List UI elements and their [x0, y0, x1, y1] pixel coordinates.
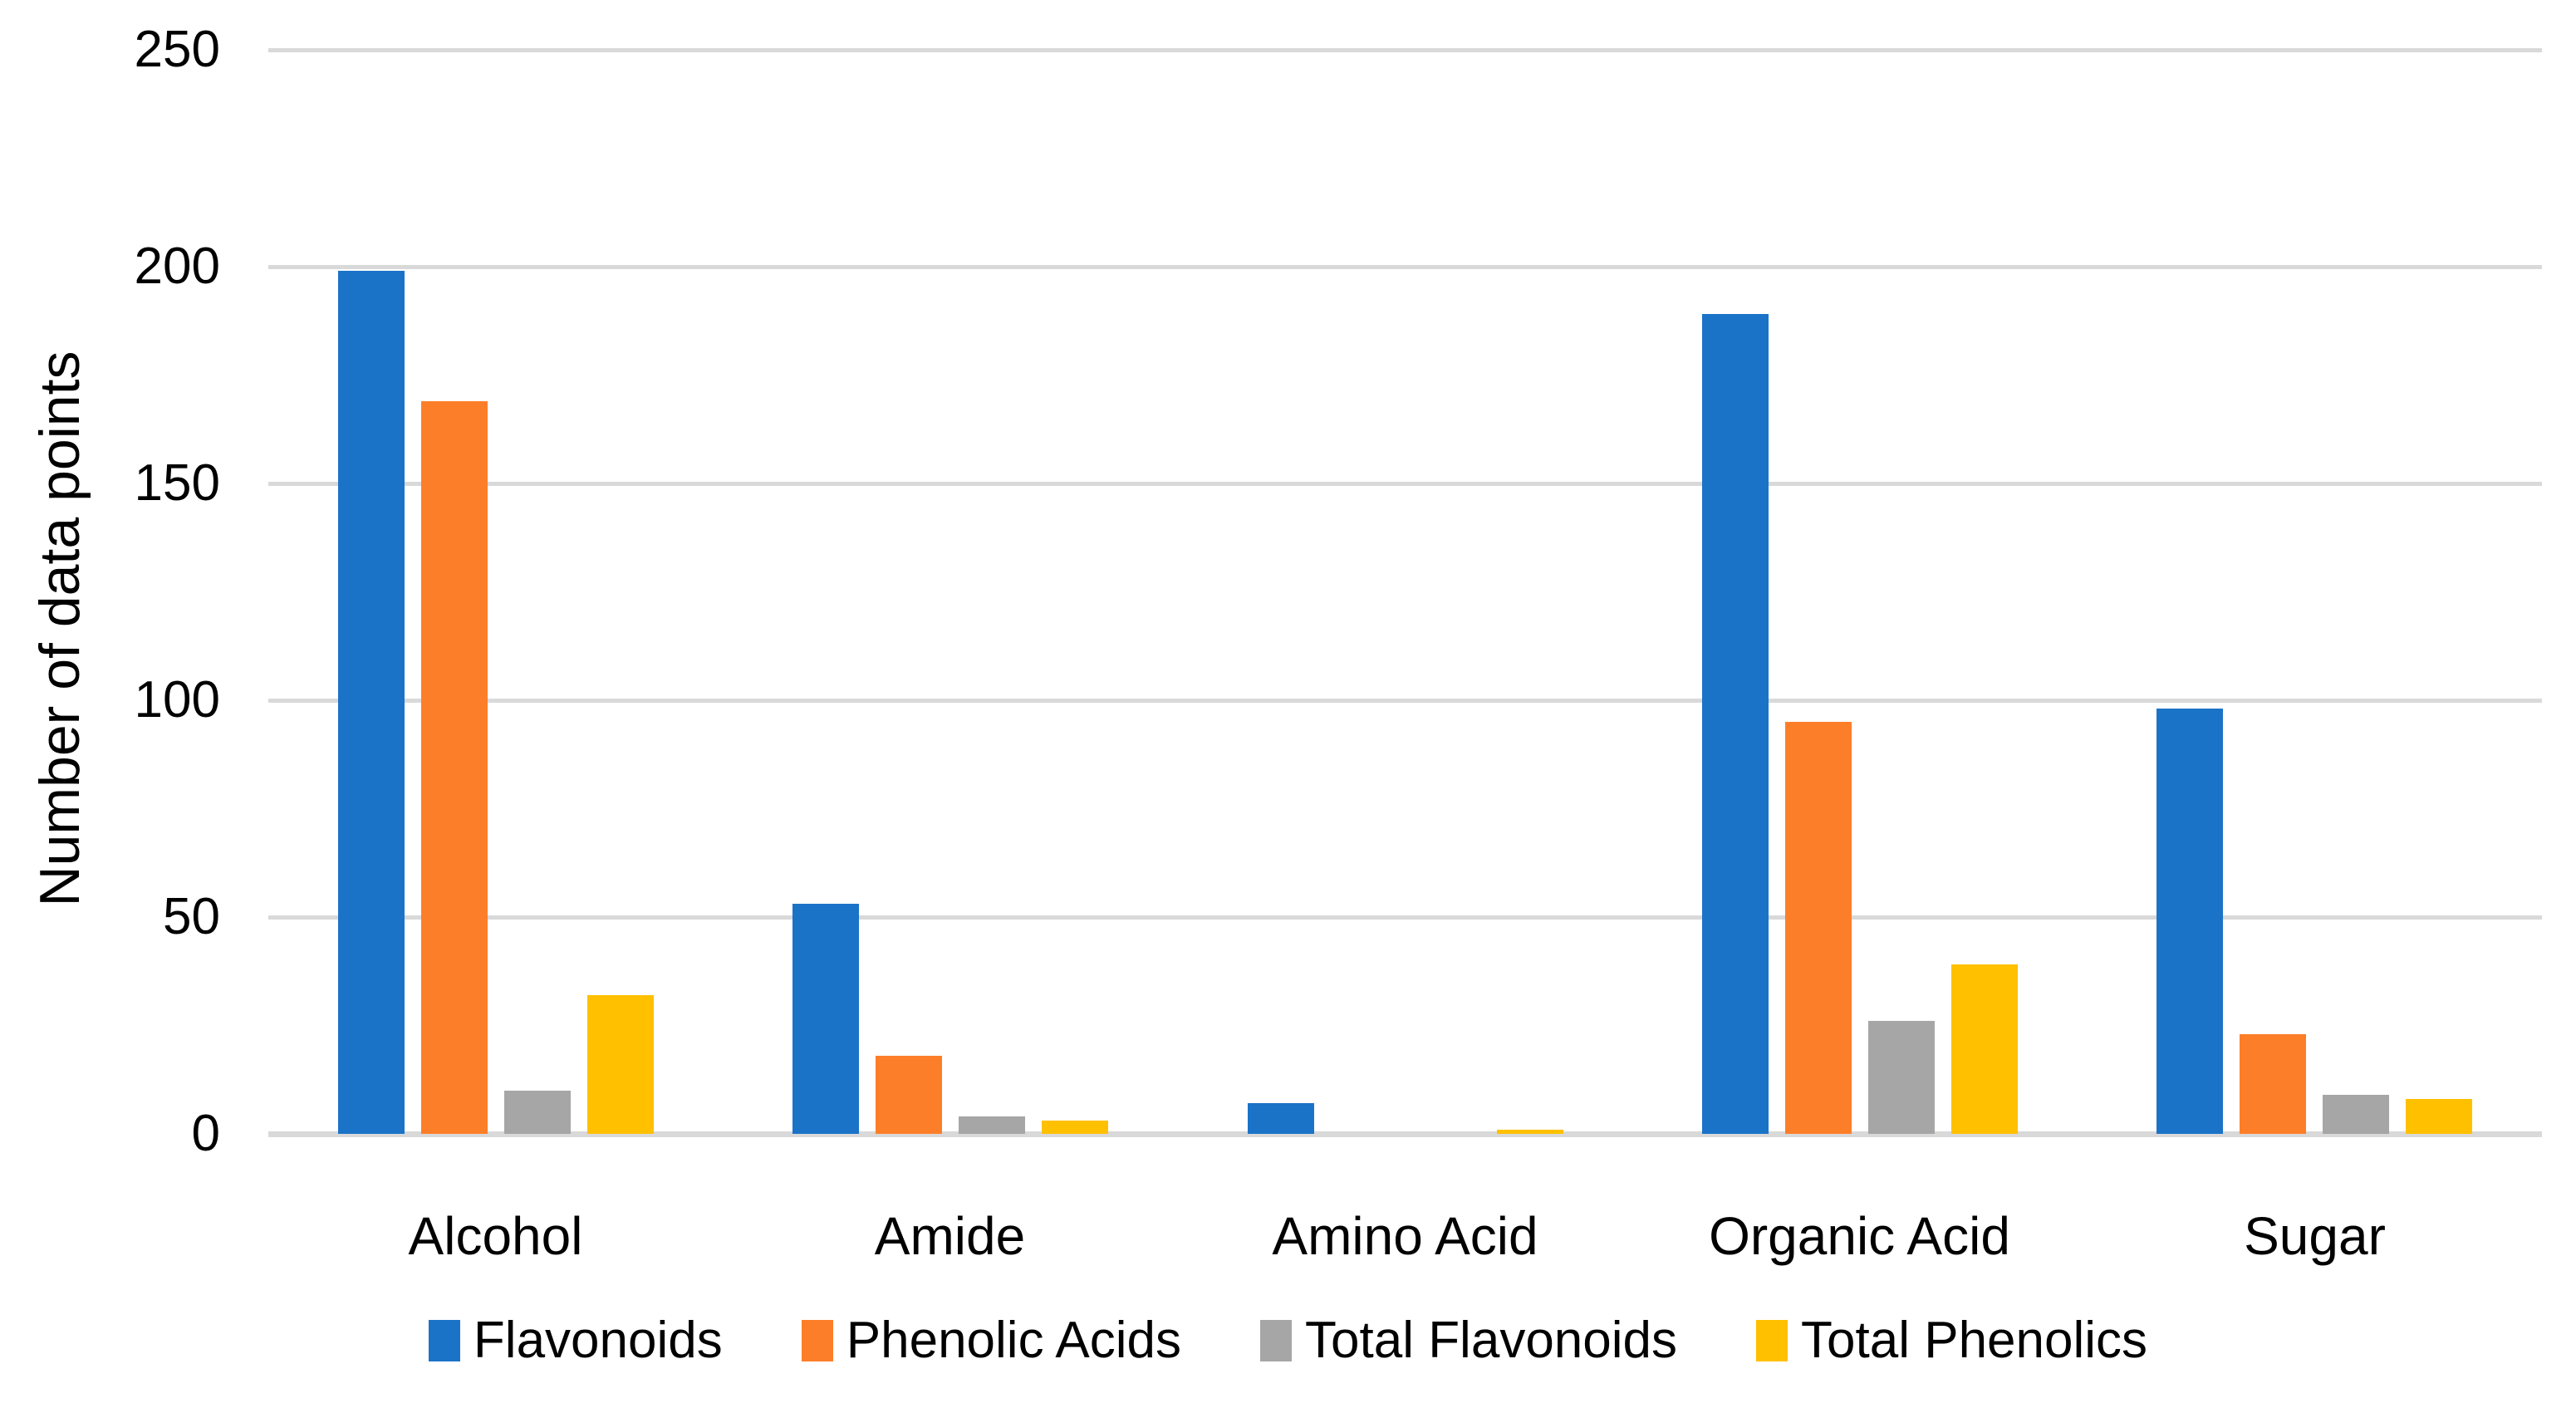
x-category-label-organic-acid: Organic Acid [1709, 1206, 2010, 1266]
x-category-label-alcohol: Alcohol [408, 1206, 583, 1266]
legend-label-total-phenolics: Total Phenolics [1801, 1312, 2148, 1369]
total-phenolics-bar-amide [1042, 1121, 1108, 1134]
total-flavonoids-bar-amide [959, 1116, 1025, 1134]
gridline-y-250 [268, 48, 2542, 52]
flavonoids-bar-alcohol [338, 271, 405, 1134]
legend-item-total-phenolics: Total Phenolics [1756, 1311, 2147, 1370]
legend-label-total-flavonoids: Total Flavonoids [1305, 1312, 1678, 1369]
x-category-label-amide: Amide [874, 1206, 1026, 1266]
legend: Flavonoids Phenolic Acids Total Flavonoids… [0, 1311, 2576, 1370]
total-flavonoids-bar-alcohol [504, 1091, 571, 1134]
phenolic-acids-bar-organic-acid [1785, 722, 1852, 1134]
legend-label-flavonoids: Flavonoids [473, 1312, 723, 1369]
flavonoids-bar-amide [792, 904, 859, 1134]
gridline-y-100 [268, 699, 2542, 703]
y-tick-label-100: 100 [134, 671, 220, 728]
y-tick-label-250: 250 [134, 21, 220, 78]
legend-item-flavonoids: Flavonoids [428, 1311, 723, 1370]
flavonoids-bar-amino-acid [1248, 1103, 1314, 1134]
total-phenolics-bar-amino-acid [1497, 1130, 1563, 1134]
legend-marker-total-flavonoids [1260, 1319, 1292, 1361]
total-phenolics-bar-sugar [2406, 1099, 2472, 1134]
y-tick-label-0: 0 [191, 1105, 220, 1162]
x-category-label-amino-acid: Amino Acid [1272, 1206, 1538, 1266]
total-phenolics-bar-alcohol [587, 995, 654, 1134]
flavonoids-bar-organic-acid [1702, 314, 1769, 1134]
legend-marker-flavonoids [428, 1319, 460, 1361]
phenolic-acids-bar-sugar [2240, 1034, 2306, 1134]
legend-marker-phenolic-acids [801, 1319, 833, 1361]
legend-label-phenolic-acids: Phenolic Acids [846, 1312, 1181, 1369]
gridline-y-50 [268, 915, 2542, 920]
flavonoids-bar-sugar [2156, 709, 2223, 1134]
legend-item-total-flavonoids: Total Flavonoids [1260, 1311, 1677, 1370]
y-tick-label-150: 150 [134, 454, 220, 512]
gridline-y-0 [268, 1131, 2542, 1137]
y-tick-label-50: 50 [163, 888, 220, 945]
total-phenolics-bar-organic-acid [1951, 964, 2018, 1134]
legend-marker-total-phenolics [1756, 1319, 1788, 1361]
total-flavonoids-bar-organic-acid [1868, 1021, 1935, 1134]
phenolic-acids-bar-amide [876, 1056, 942, 1134]
y-axis-title: Number of data points [28, 351, 91, 907]
total-flavonoids-bar-sugar [2323, 1095, 2389, 1134]
phenolic-acids-bar-alcohol [421, 401, 488, 1134]
y-tick-label-200: 200 [134, 238, 220, 295]
x-category-label-sugar: Sugar [2244, 1206, 2386, 1266]
gridline-y-200 [268, 265, 2542, 269]
legend-item-phenolic-acids: Phenolic Acids [801, 1311, 1181, 1370]
gridline-y-150 [268, 482, 2542, 486]
